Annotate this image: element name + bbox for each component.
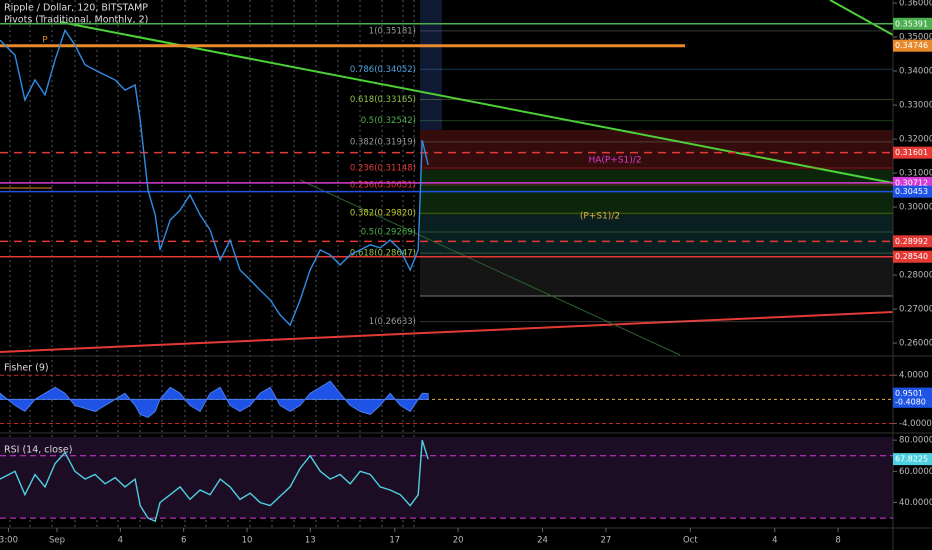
y-tick-label: 0.34000 <box>899 67 932 77</box>
y-tick-label: 0.28000 <box>899 271 932 281</box>
y-tick-label: 0.30000 <box>899 203 932 213</box>
value-tag-label: 67.8225 <box>895 455 928 464</box>
annotation: HA(P+S1)/2 <box>588 156 641 166</box>
value-tag-label: 0.34746 <box>895 41 928 50</box>
y-tick-label: 60.0000 <box>899 467 932 477</box>
y-tick-label: 80.0000 <box>899 436 932 446</box>
y-tick-label: 0.35000 <box>899 33 932 43</box>
x-tick-label: 10 <box>242 536 253 546</box>
y-tick-label: 0.27000 <box>899 305 932 315</box>
annotation: P <box>42 36 48 46</box>
value-tag <box>893 17 932 30</box>
fib-label: 0.786(0.34052) <box>350 65 416 75</box>
x-tick-label: 20 <box>453 536 464 546</box>
fib-label: 1(0.35181) <box>369 26 416 36</box>
x-tick-label: 13 <box>305 536 316 546</box>
fisher-area <box>0 380 429 418</box>
y-tick-label: 0.26000 <box>899 339 932 349</box>
y-tick-label: 0.31000 <box>899 169 932 179</box>
value-tag <box>893 235 932 248</box>
chart-subtitle: Pivots (Traditional, Monthly, 2) <box>4 15 148 26</box>
y-tick-label: 0.36000 <box>899 0 932 9</box>
value-tag-label: 0.30712 <box>895 178 928 187</box>
price-line <box>0 439 429 523</box>
price-line <box>0 28 429 327</box>
fib-label: 0.236(0.30651) <box>350 180 416 190</box>
fib-label: 0.382(0.29820) <box>350 209 416 219</box>
pane-title: Fisher (9) <box>4 363 49 374</box>
pane-title: RSI (14, close) <box>4 445 72 456</box>
fib-label: 0.382(0.31919) <box>350 137 416 147</box>
value-tag <box>893 453 932 466</box>
y-tick-label: -4.0000 <box>899 419 932 429</box>
y-tick-label: 40.0000 <box>899 498 932 508</box>
value-tag <box>893 146 932 159</box>
x-tick-label: 27 <box>600 536 611 546</box>
x-tick-label: 24 <box>537 536 548 546</box>
x-tick-label: Oct <box>683 536 698 546</box>
x-tick-label: Sep <box>49 536 65 546</box>
value-tag-label: 0.30453 <box>895 187 928 196</box>
x-tick-label: 17 <box>389 536 400 546</box>
value-tag <box>893 39 932 52</box>
value-tag-label: -0.4080 <box>895 397 926 406</box>
value-tag-label: 0.28992 <box>895 237 928 246</box>
fib-label: 0.618(0.33165) <box>350 95 416 105</box>
fib-label: 1(0.26633) <box>369 317 416 327</box>
value-tag-label: 0.31601 <box>895 148 928 157</box>
x-tick-label: 3:00 <box>0 536 18 546</box>
fib-label: 0.236(0.31148) <box>350 164 416 174</box>
fib-label: 0.618(0.28647) <box>350 249 416 259</box>
x-tick-label: 8 <box>835 536 840 546</box>
x-tick-label: 4 <box>118 536 123 546</box>
annotation: (P+S1)/2 <box>580 212 620 222</box>
value-tag-label: 0.9501 <box>895 389 923 398</box>
fib-label: 0.5(0.29269) <box>361 227 416 237</box>
fib-zones <box>0 0 893 518</box>
y-tick-label: 4.0000 <box>899 371 929 381</box>
y-tick-label: 0.32000 <box>899 135 932 145</box>
value-tag <box>893 395 932 408</box>
trend-lines <box>0 0 894 356</box>
value-tag-label: 0.28540 <box>895 252 928 261</box>
value-tag-label: 0.35391 <box>895 19 928 28</box>
y-tick-label: 0.33000 <box>899 101 932 111</box>
chart-title: Ripple / Dollar, 120, BITSTAMP <box>4 3 148 14</box>
x-tick-label: 6 <box>181 536 186 546</box>
x-tick-label: 4 <box>772 536 777 546</box>
fib-label: 0.5(0.32542) <box>361 116 416 126</box>
value-tag <box>893 185 932 198</box>
value-tag <box>893 250 932 263</box>
